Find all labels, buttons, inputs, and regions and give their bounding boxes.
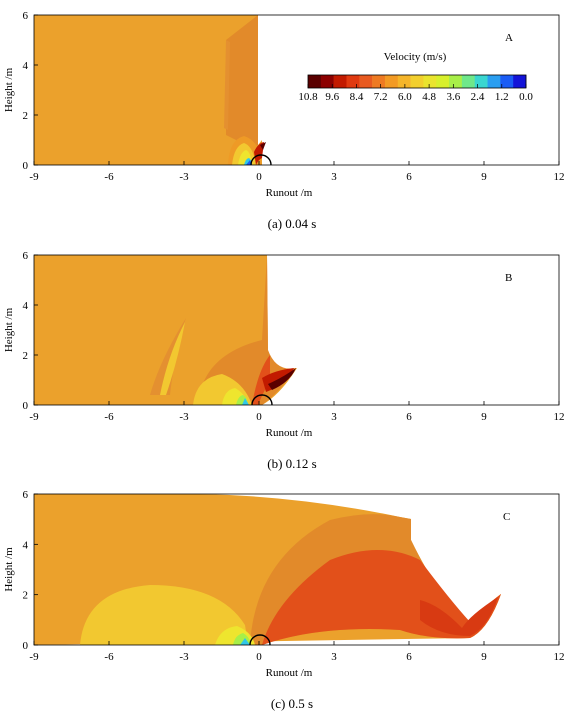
x-tick-label: 9 bbox=[481, 411, 487, 423]
y-axis-label: Height /m bbox=[3, 547, 15, 592]
axes: -9 -6 -3 0 3 6 9 12 0 2 4 6 Runout /m Height /m bbox=[3, 250, 565, 439]
x-tick-label: -3 bbox=[179, 171, 189, 183]
panel-caption: (b) 0.12 s bbox=[267, 456, 316, 471]
x-tick-label: -6 bbox=[104, 171, 114, 183]
x-tick-label: -6 bbox=[104, 411, 114, 423]
colorbar-cell bbox=[346, 75, 360, 88]
y-tick-label: 6 bbox=[23, 250, 29, 262]
x-tick-label: 6 bbox=[406, 651, 412, 663]
colorbar: Velocity (m/s) 10.8 9.6 8.4 7.2 6.0 4.8 3.6 2.4… bbox=[298, 51, 533, 103]
x-tick-label: -6 bbox=[104, 651, 114, 663]
colorbar-cell bbox=[474, 75, 488, 88]
y-tick-label: 0 bbox=[23, 160, 29, 172]
x-tick-label: 0 bbox=[256, 411, 262, 423]
y-tick-label: 4 bbox=[23, 300, 29, 312]
plot-frame bbox=[33, 14, 560, 166]
y-tick-label: 4 bbox=[23, 539, 29, 551]
x-tick-label: 12 bbox=[554, 171, 565, 183]
panel-c: -9 -6 -3 0 3 6 9 12 0 2 4 6 Runout /m Height /m C (c)… bbox=[3, 489, 565, 711]
colorbar-tick-label: 2.4 bbox=[471, 91, 485, 103]
colorbar-tick-label: 8.4 bbox=[350, 91, 364, 103]
colorbar-frame bbox=[307, 74, 527, 89]
colorbar-cell bbox=[461, 75, 476, 88]
flow-field bbox=[34, 255, 297, 405]
x-tick-label: 0 bbox=[256, 171, 262, 183]
colorbar-cell bbox=[308, 75, 322, 88]
y-tick-label: 2 bbox=[23, 590, 29, 602]
x-tick-label: 9 bbox=[481, 651, 487, 663]
colorbar-tick-label: 7.2 bbox=[374, 91, 388, 103]
colorbar-cell bbox=[449, 75, 463, 88]
panel-a: -9 -6 -3 0 3 6 9 12 0 2 4 6 Runout /m Height /m A Vel… bbox=[3, 10, 565, 231]
x-tick-label: 6 bbox=[406, 411, 412, 423]
colorbar-cell bbox=[397, 75, 411, 88]
axes: -9 -6 -3 0 3 6 9 12 0 2 4 6 Runout /m Height /m bbox=[3, 489, 565, 679]
colorbar-cell bbox=[436, 75, 450, 88]
plot-frame bbox=[33, 254, 560, 406]
x-axis-label: Runout /m bbox=[266, 427, 313, 439]
colorbar-cell bbox=[487, 75, 501, 88]
colorbar-title: Velocity (m/s) bbox=[384, 51, 447, 63]
colorbar-cell bbox=[513, 75, 527, 88]
panel-letter: B bbox=[505, 272, 512, 284]
x-tick-label: -9 bbox=[29, 411, 39, 423]
x-tick-label: 12 bbox=[554, 411, 565, 423]
x-axis-label: Runout /m bbox=[266, 187, 313, 199]
axes: -9 -6 -3 0 3 6 9 12 0 2 4 6 Runout /m Height /m bbox=[3, 10, 565, 199]
y-tick-label: 6 bbox=[23, 489, 29, 501]
x-tick-label: 3 bbox=[331, 171, 337, 183]
colorbar-cell bbox=[410, 75, 424, 88]
colorbar-tick-label: 9.6 bbox=[325, 91, 339, 103]
y-tick-label: 2 bbox=[23, 110, 29, 122]
colorbar-cell bbox=[384, 75, 399, 88]
panel-letter: A bbox=[505, 32, 513, 44]
panel-caption: (c) 0.5 s bbox=[271, 696, 313, 711]
y-tick-label: 4 bbox=[23, 60, 29, 72]
x-tick-label: 9 bbox=[481, 171, 487, 183]
colorbar-cell bbox=[372, 75, 386, 88]
x-tick-label: -3 bbox=[179, 411, 189, 423]
x-tick-label: 0 bbox=[256, 651, 262, 663]
y-axis-label: Height /m bbox=[3, 67, 15, 112]
colorbar-cell bbox=[333, 75, 347, 88]
x-tick-label: -3 bbox=[179, 651, 189, 663]
cylinder-obstacle bbox=[251, 394, 273, 406]
colorbar-tick-label: 0.0 bbox=[519, 91, 533, 103]
x-tick-label: -9 bbox=[29, 171, 39, 183]
colorbar-tick-label: 4.8 bbox=[422, 91, 436, 103]
x-tick-label: 6 bbox=[406, 171, 412, 183]
y-tick-label: 6 bbox=[23, 10, 29, 22]
colorbar-cell bbox=[320, 75, 334, 88]
plot-frame bbox=[33, 493, 560, 646]
panel-letter: C bbox=[503, 511, 510, 523]
colorbar-cell bbox=[500, 75, 514, 88]
colorbar-tick-label: 1.2 bbox=[495, 91, 509, 103]
y-tick-label: 0 bbox=[23, 640, 29, 652]
panel-b: -9 -6 -3 0 3 6 9 12 0 2 4 6 Runout /m Height /m B (b)… bbox=[3, 250, 565, 471]
colorbar-cell bbox=[423, 75, 437, 88]
flow-field bbox=[34, 494, 501, 645]
y-axis-label: Height /m bbox=[3, 307, 15, 352]
x-axis-label: Runout /m bbox=[266, 667, 313, 679]
colorbar-tick-label: 6.0 bbox=[398, 91, 412, 103]
colorbar-tick-label: 3.6 bbox=[446, 91, 460, 103]
flow-field bbox=[34, 15, 266, 165]
cylinder-obstacle bbox=[250, 154, 272, 166]
cylinder-obstacle bbox=[249, 634, 271, 646]
x-tick-label: -9 bbox=[29, 651, 39, 663]
x-tick-label: 3 bbox=[331, 651, 337, 663]
panel-caption: (a) 0.04 s bbox=[268, 216, 317, 231]
x-tick-label: 12 bbox=[554, 651, 565, 663]
y-tick-label: 0 bbox=[23, 400, 29, 412]
colorbar-tick-label: 10.8 bbox=[298, 91, 318, 103]
x-tick-label: 3 bbox=[331, 411, 337, 423]
colorbar-cell bbox=[359, 75, 373, 88]
y-tick-label: 2 bbox=[23, 350, 29, 362]
